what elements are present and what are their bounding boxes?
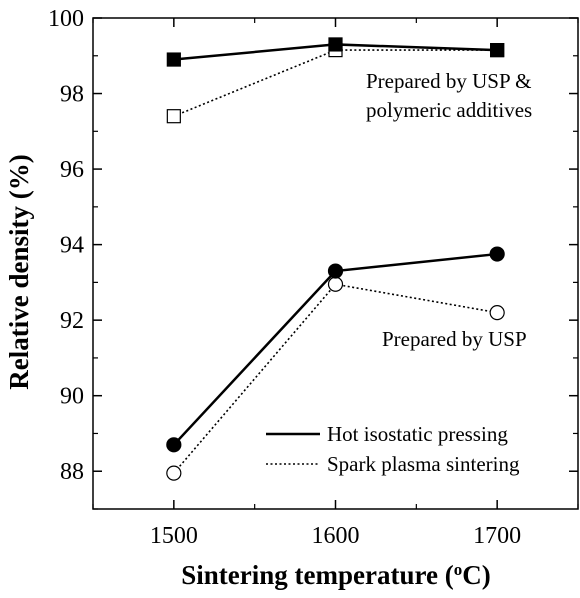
data-point-circle	[166, 465, 182, 481]
y-tick-label: 98	[60, 82, 84, 108]
y-tick-label: 92	[60, 308, 84, 334]
legend: Hot isostatic pressing Spark plasma sint…	[266, 422, 520, 476]
data-point-square	[166, 109, 181, 124]
data-point-square	[490, 43, 505, 58]
legend-label-hot-isostatic-pressing: Hot isostatic pressing	[327, 422, 508, 446]
y-tick-label: 88	[60, 459, 84, 485]
data-point-circle	[489, 246, 505, 262]
data-series	[166, 37, 505, 481]
x-tick-label: 1500	[150, 523, 198, 549]
data-point-circle	[327, 276, 344, 292]
x-axis-title: Sintering temperature (oC)	[181, 560, 490, 591]
x-tick-label: 1600	[312, 523, 360, 549]
annotation-usp-polymeric-line1: Prepared by USP &	[366, 69, 531, 93]
y-tick-label: 94	[60, 233, 84, 259]
data-point-square	[328, 37, 343, 52]
annotation-usp: Prepared by USP	[382, 327, 527, 351]
data-point-circle	[327, 263, 344, 279]
axis-ticks: 88 90 92 94 96 98 100 1500 1600 1700	[48, 6, 579, 549]
data-point-square	[166, 52, 181, 67]
data-point-circle	[489, 305, 505, 321]
x-axis-title-unit: (oC)	[438, 560, 491, 591]
y-tick-label: 96	[60, 157, 84, 183]
x-axis-title-main: Sintering temperature	[181, 560, 438, 590]
data-point-circle	[166, 437, 182, 453]
y-axis-title: Relative density (%)	[4, 154, 34, 389]
legend-label-spark-plasma-sintering: Spark plasma sintering	[327, 452, 520, 476]
y-tick-label: 100	[48, 6, 84, 32]
y-tick-label: 90	[60, 384, 84, 410]
annotation-usp-polymeric-line2: polymeric additives	[366, 98, 532, 122]
x-tick-label: 1700	[473, 523, 521, 549]
